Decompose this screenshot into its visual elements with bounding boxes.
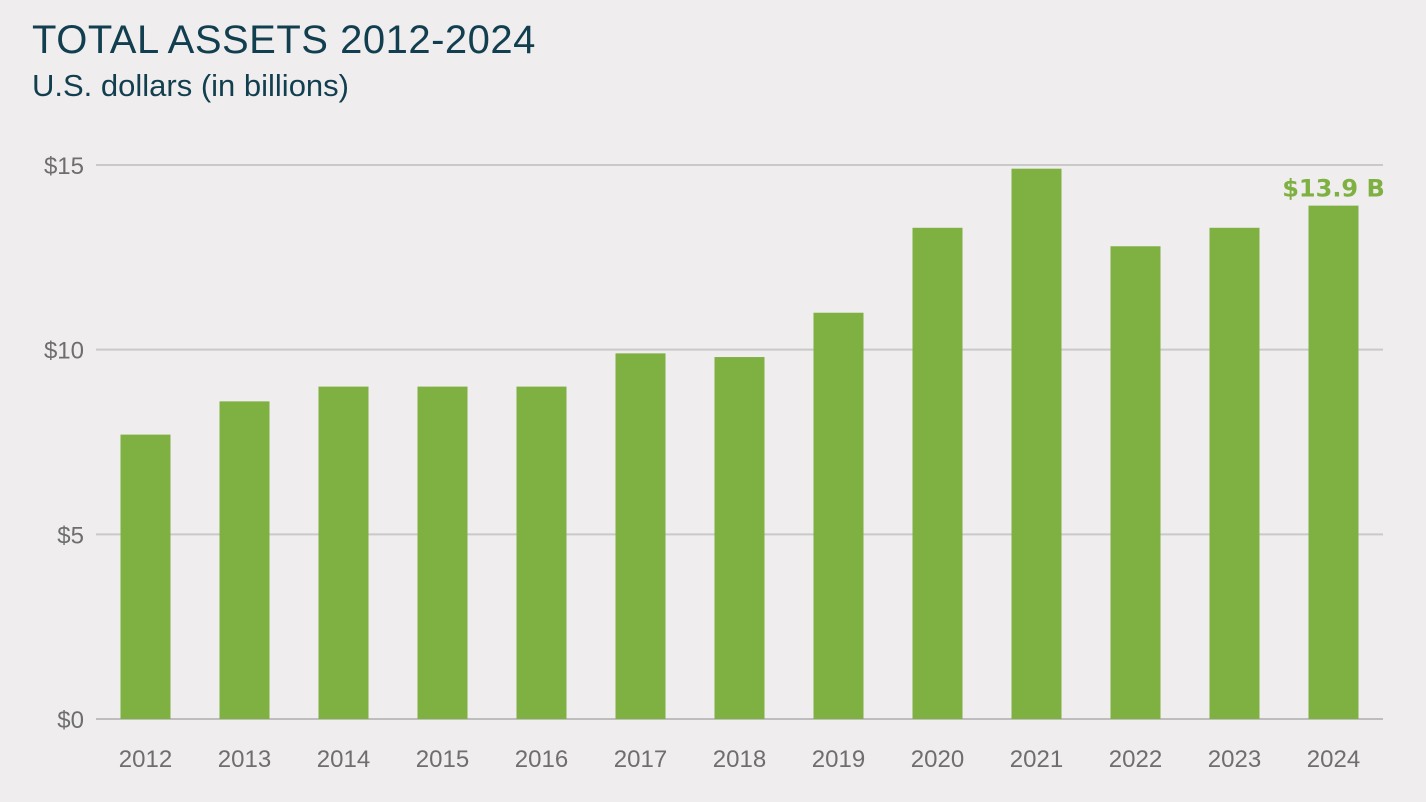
chart-title: TOTAL ASSETS 2012-2024 xyxy=(32,18,536,62)
bar-2018 xyxy=(714,357,765,719)
x-tick-label: 2016 xyxy=(515,746,568,773)
bar-2017 xyxy=(615,353,666,719)
x-tick-label: 2024 xyxy=(1307,746,1360,773)
bar-2019 xyxy=(813,312,864,719)
data-labels: $13.9 B xyxy=(1282,175,1385,203)
bar-2013 xyxy=(219,401,270,719)
bar-2015 xyxy=(417,386,468,719)
x-tick-label: 2023 xyxy=(1208,746,1261,773)
bar-2022 xyxy=(1110,246,1161,719)
y-axis-ticks: $0 $5 $10 $15 xyxy=(44,153,84,734)
x-tick-label: 2018 xyxy=(713,746,766,773)
bar-2020 xyxy=(912,227,963,719)
x-tick-label: 2012 xyxy=(119,746,172,773)
y-tick-label: $5 xyxy=(57,522,84,549)
x-tick-label: 2015 xyxy=(416,746,469,773)
bar-2012 xyxy=(120,434,171,719)
chart-subtitle: U.S. dollars (in billions) xyxy=(32,68,349,103)
x-tick-label: 2021 xyxy=(1010,746,1063,773)
data-label-2024: $13.9 B xyxy=(1282,175,1385,203)
bars xyxy=(120,168,1359,720)
x-tick-label: 2019 xyxy=(812,746,865,773)
x-tick-label: 2013 xyxy=(218,746,271,773)
x-tick-label: 2014 xyxy=(317,746,370,773)
x-tick-label: 2022 xyxy=(1109,746,1162,773)
y-tick-label: $10 xyxy=(44,338,84,365)
bar-2016 xyxy=(516,386,567,719)
bar-2023 xyxy=(1209,227,1260,719)
bar-2021 xyxy=(1011,168,1062,719)
x-tick-label: 2020 xyxy=(911,746,964,773)
bar-2024 xyxy=(1308,205,1359,720)
y-tick-label: $15 xyxy=(44,153,84,180)
bar-2014 xyxy=(318,386,369,719)
y-tick-label: $0 xyxy=(57,707,84,734)
x-tick-label: 2017 xyxy=(614,746,667,773)
x-axis-ticks: 2012 2013 2014 2015 2016 2017 2018 2019 2020 2021… xyxy=(119,746,1360,773)
